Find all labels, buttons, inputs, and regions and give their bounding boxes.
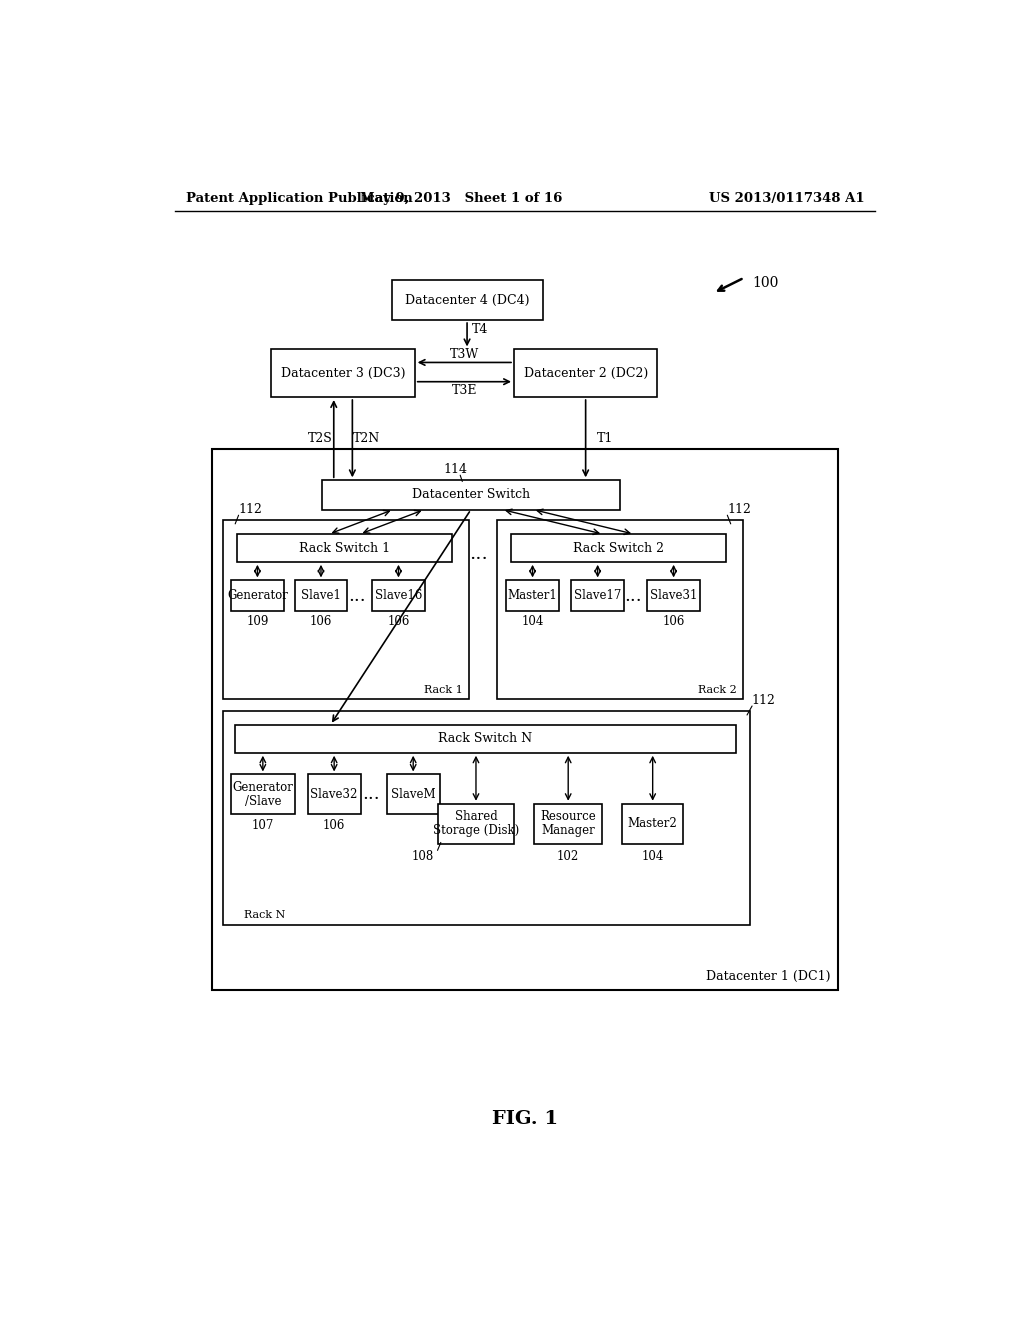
Bar bbox=[271, 350, 415, 397]
Text: Patent Application Publication: Patent Application Publication bbox=[186, 191, 413, 205]
Bar bbox=[514, 350, 657, 397]
Text: ...: ... bbox=[348, 587, 366, 605]
Bar bbox=[372, 581, 425, 611]
Text: Datacenter 1 (DC1): Datacenter 1 (DC1) bbox=[706, 970, 830, 982]
Text: T1: T1 bbox=[597, 432, 612, 445]
Text: 106: 106 bbox=[663, 615, 685, 628]
Text: Rack 1: Rack 1 bbox=[424, 685, 463, 694]
Text: Generator: Generator bbox=[227, 589, 288, 602]
Bar bbox=[511, 535, 726, 562]
Text: ...: ... bbox=[625, 587, 642, 605]
Bar bbox=[308, 775, 360, 814]
Text: Datacenter 2 (DC2): Datacenter 2 (DC2) bbox=[523, 367, 648, 380]
Text: May 9, 2013   Sheet 1 of 16: May 9, 2013 Sheet 1 of 16 bbox=[360, 191, 562, 205]
Text: ...: ... bbox=[362, 785, 380, 804]
Text: Slave1: Slave1 bbox=[301, 589, 341, 602]
Text: 108: 108 bbox=[412, 850, 434, 862]
Text: T2N: T2N bbox=[352, 432, 380, 445]
Text: Shared: Shared bbox=[455, 810, 498, 822]
Bar bbox=[535, 804, 602, 843]
Bar bbox=[231, 581, 284, 611]
Text: Slave16: Slave16 bbox=[375, 589, 422, 602]
Text: SlaveM: SlaveM bbox=[391, 788, 435, 801]
Text: Rack 2: Rack 2 bbox=[698, 685, 737, 694]
Text: 102: 102 bbox=[557, 850, 580, 862]
Bar bbox=[295, 581, 347, 611]
Text: T2S: T2S bbox=[307, 432, 332, 445]
Text: 112: 112 bbox=[751, 694, 775, 708]
Text: US 2013/0117348 A1: US 2013/0117348 A1 bbox=[709, 191, 864, 205]
Text: 112: 112 bbox=[728, 503, 752, 516]
Text: 104: 104 bbox=[641, 850, 664, 862]
Text: Master2: Master2 bbox=[628, 817, 678, 830]
Text: Resource: Resource bbox=[541, 810, 596, 822]
Text: /Slave: /Slave bbox=[245, 795, 282, 808]
Text: T3E: T3E bbox=[452, 384, 477, 397]
Text: Generator: Generator bbox=[232, 780, 293, 793]
Bar bbox=[571, 581, 624, 611]
Text: 104: 104 bbox=[521, 615, 544, 628]
Text: Datacenter Switch: Datacenter Switch bbox=[412, 488, 530, 502]
Bar bbox=[647, 581, 700, 611]
Bar bbox=[623, 804, 683, 843]
Text: Slave32: Slave32 bbox=[310, 788, 357, 801]
Text: Slave31: Slave31 bbox=[650, 589, 697, 602]
Text: Rack Switch N: Rack Switch N bbox=[438, 733, 532, 746]
Text: 114: 114 bbox=[443, 463, 467, 477]
Text: Rack N: Rack N bbox=[245, 909, 286, 920]
Text: 106: 106 bbox=[387, 615, 410, 628]
Bar bbox=[438, 804, 514, 843]
Text: T4: T4 bbox=[472, 323, 488, 335]
Text: Datacenter 4 (DC4): Datacenter 4 (DC4) bbox=[404, 293, 529, 306]
Text: 109: 109 bbox=[246, 615, 268, 628]
Text: 106: 106 bbox=[310, 615, 332, 628]
Text: 107: 107 bbox=[252, 818, 274, 832]
Bar bbox=[387, 775, 439, 814]
Text: 106: 106 bbox=[323, 818, 345, 832]
Bar bbox=[212, 449, 838, 990]
Bar bbox=[391, 280, 543, 321]
Bar bbox=[322, 480, 621, 510]
Text: Master1: Master1 bbox=[508, 589, 557, 602]
Text: Slave17: Slave17 bbox=[574, 589, 622, 602]
Bar bbox=[222, 711, 750, 925]
Text: 100: 100 bbox=[752, 276, 778, 290]
Text: Datacenter 3 (DC3): Datacenter 3 (DC3) bbox=[281, 367, 406, 380]
Bar bbox=[506, 581, 559, 611]
Text: Manager: Manager bbox=[542, 825, 595, 837]
Bar bbox=[234, 725, 735, 752]
Text: T3W: T3W bbox=[450, 348, 479, 362]
Bar bbox=[237, 535, 452, 562]
Text: Rack Switch 2: Rack Switch 2 bbox=[573, 541, 665, 554]
Text: ...: ... bbox=[469, 545, 487, 564]
Bar bbox=[222, 520, 469, 700]
Text: FIG. 1: FIG. 1 bbox=[492, 1110, 558, 1129]
Bar bbox=[231, 775, 295, 814]
Bar bbox=[497, 520, 743, 700]
Text: 112: 112 bbox=[238, 503, 262, 516]
Text: Storage (Disk): Storage (Disk) bbox=[433, 825, 519, 837]
Text: Rack Switch 1: Rack Switch 1 bbox=[299, 541, 390, 554]
